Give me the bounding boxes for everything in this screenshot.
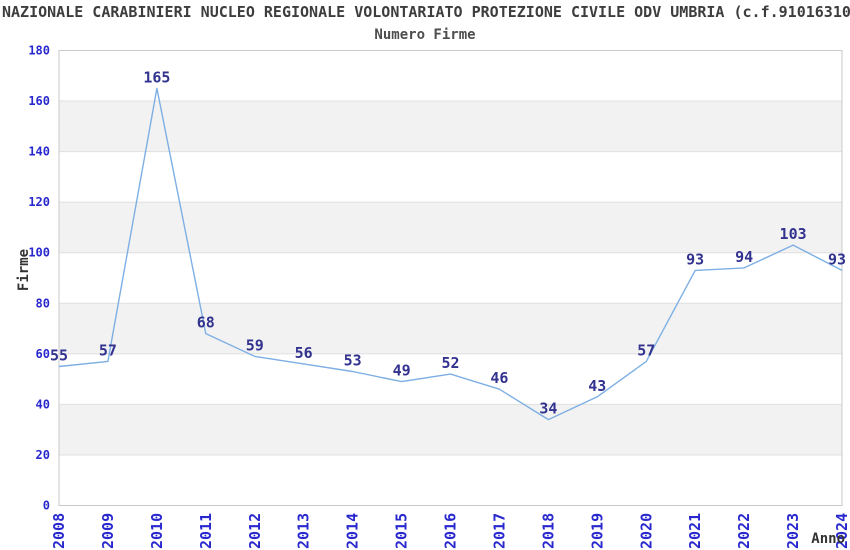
x-tick-label: 2012 [246,513,264,549]
data-point-label: 59 [246,336,264,354]
x-tick-label: 2023 [784,513,802,549]
data-point-label: 68 [197,314,215,332]
y-tick-label: 160 [28,94,50,108]
data-point-label: 56 [295,344,313,362]
y-tick-label: 0 [43,499,50,513]
x-tick-label: 2011 [197,513,215,549]
y-tick-label: 60 [36,347,50,361]
x-tick-label: 2008 [50,513,68,549]
data-point-label: 34 [539,400,557,418]
y-tick-label: 180 [28,44,50,58]
y-tick-label: 140 [28,145,50,159]
x-tick-label: 2014 [344,513,362,549]
x-tick-label: 2016 [442,513,460,549]
y-tick-label: 80 [36,296,50,310]
plot-band [59,202,842,253]
x-tick-label: 2018 [539,513,557,549]
data-point-label: 46 [490,369,508,387]
x-axis-title: Anno [811,531,845,547]
data-point-label: 52 [441,354,459,372]
data-point-label: 93 [686,250,704,268]
plot-band [59,101,842,152]
y-tick-label: 100 [28,246,50,260]
data-point-label: 57 [637,341,655,359]
data-point-label: 49 [393,362,411,380]
data-point-label: 93 [828,250,846,268]
data-line [58,87,843,421]
x-tick-label: 2021 [686,513,704,549]
x-tick-label: 2022 [735,513,753,549]
y-axis-title: Firme [16,248,32,292]
y-tick-label: 20 [36,448,50,462]
x-tick-label: 2024 [833,513,850,549]
x-tick-label: 2010 [148,513,166,549]
x-tick-label: 2009 [99,513,117,549]
plot-band [59,303,842,354]
data-point-label: 94 [735,248,753,266]
data-point-label: 165 [143,68,170,86]
y-tick-label: 40 [36,397,50,411]
x-tick-label: 2013 [295,513,313,549]
x-tick-label: 2019 [588,513,606,549]
x-tick-label: 2015 [393,513,411,549]
chart-title: NAZIONALE CARABINIERI NUCLEO REGIONALE V… [2,3,850,21]
data-point-label: 43 [588,377,606,395]
data-point-label: 53 [344,352,362,370]
x-tick-label: 2020 [637,513,655,549]
plot-border [58,50,843,506]
chart-subtitle: Numero Firme [374,27,476,43]
x-tick-label: 2017 [490,513,508,549]
data-point-label: 55 [50,347,68,365]
y-tick-label: 120 [28,195,50,209]
data-point-label: 57 [99,341,117,359]
data-point-label: 103 [780,225,807,243]
plot-band [59,404,842,455]
